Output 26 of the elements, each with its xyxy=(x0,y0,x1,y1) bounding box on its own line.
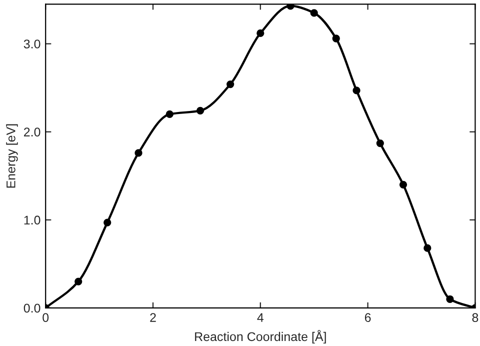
point xyxy=(352,86,360,94)
point xyxy=(446,295,454,303)
x-tick-label: 6 xyxy=(364,313,371,322)
point xyxy=(286,4,294,10)
y-tick-label: 1.0 xyxy=(24,216,40,225)
x-axis-title: Reaction Coordinate [Å] xyxy=(195,330,326,344)
point xyxy=(134,149,142,157)
x-tick-label: 0 xyxy=(42,313,49,322)
y-axis-title: Energy [eV] xyxy=(6,124,18,188)
point xyxy=(310,9,318,17)
point xyxy=(74,278,82,286)
point xyxy=(376,139,384,148)
point xyxy=(332,34,340,42)
y-tick-label: 0.0 xyxy=(24,304,40,313)
y-tick-label: 2.0 xyxy=(24,128,40,136)
point xyxy=(256,29,264,38)
point xyxy=(166,110,174,118)
point xyxy=(226,80,234,88)
x-tick-label: 2 xyxy=(150,313,156,322)
x-tick-label: 4 xyxy=(257,313,264,322)
y-tick-label: 3.0 xyxy=(24,40,40,48)
x-tick-label: 8 xyxy=(472,313,478,322)
point xyxy=(104,218,112,226)
point xyxy=(424,244,432,252)
point xyxy=(196,106,204,115)
point xyxy=(399,180,408,188)
